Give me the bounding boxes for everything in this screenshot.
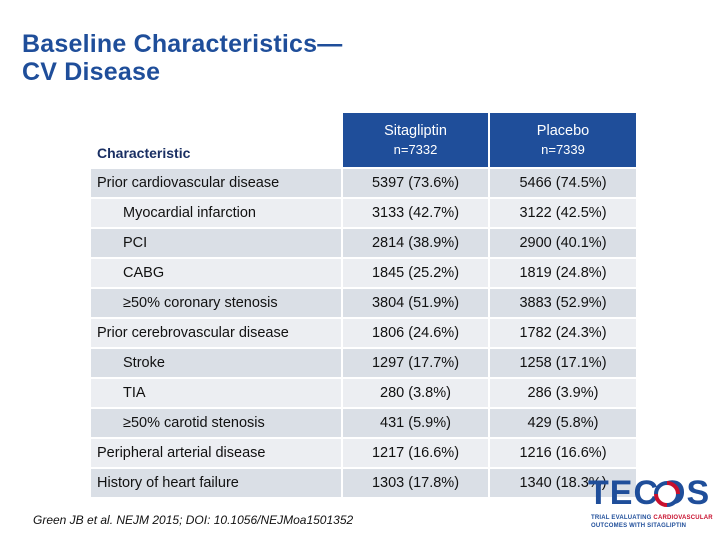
header-placebo-n: n=7339 xyxy=(541,141,585,157)
tagline-part1: TRIAL EVALUATING xyxy=(591,515,654,521)
tagline-part2: CARDIOVASCULAR xyxy=(653,515,713,521)
placebo-value: 1258 (17.1%) xyxy=(488,347,636,378)
table-row: Prior cardiovascular disease 5397 (73.6%… xyxy=(91,167,636,198)
header-sitagliptin-label: Sitagliptin xyxy=(384,122,447,139)
row-label: CABG xyxy=(91,257,342,288)
table-header-row: Characteristic Sitagliptin n=7332 Placeb… xyxy=(91,113,636,168)
slide-title-line2: CV Disease xyxy=(22,58,161,86)
sitagliptin-value: 431 (5.9%) xyxy=(341,407,489,438)
row-label: ≥50% carotid stenosis xyxy=(91,407,342,438)
sitagliptin-value: 5397 (73.6%) xyxy=(341,167,489,198)
sitagliptin-value: 1845 (25.2%) xyxy=(341,257,489,288)
row-label: Myocardial infarction xyxy=(91,197,342,228)
tecos-logo: TECOS TRIAL EVALUATING CARDIOVASCULAR OU… xyxy=(588,474,713,534)
header-sitagliptin-n: n=7332 xyxy=(393,141,438,157)
slide-title: Baseline Characteristics— CV Disease xyxy=(22,30,342,86)
table-row: CABG 1845 (25.2%) 1819 (24.8%) xyxy=(91,257,636,288)
tagline-line2: OUTCOMES WITH SITAGLIPTIN xyxy=(591,523,687,529)
logo-ring-icon xyxy=(654,481,680,507)
tecos-logo-tagline: TRIAL EVALUATING CARDIOVASCULAR OUTCOMES… xyxy=(591,514,713,530)
row-label: History of heart failure xyxy=(91,467,342,497)
placebo-value: 5466 (74.5%) xyxy=(488,167,636,198)
sitagliptin-value: 3804 (51.9%) xyxy=(341,287,489,318)
table-row: Prior cerebrovascular disease 1806 (24.6… xyxy=(91,317,636,348)
sitagliptin-value: 1297 (17.7%) xyxy=(341,347,489,378)
slide-title-line1: Baseline Characteristics— xyxy=(22,30,343,58)
placebo-value: 3883 (52.9%) xyxy=(488,287,636,318)
table-row: Stroke 1297 (17.7%) 1258 (17.1%) xyxy=(91,347,636,378)
sitagliptin-value: 280 (3.8%) xyxy=(341,377,489,408)
placebo-value: 3122 (42.5%) xyxy=(488,197,636,228)
table-row: ≥50% carotid stenosis 431 (5.9%) 429 (5.… xyxy=(91,407,636,438)
placebo-value: 1216 (16.6%) xyxy=(488,437,636,468)
tecos-logo-wordmark: TECOS xyxy=(588,474,711,512)
sitagliptin-value: 2814 (38.9%) xyxy=(341,227,489,258)
header-placebo-label: Placebo xyxy=(536,122,590,139)
sitagliptin-value: 1806 (24.6%) xyxy=(341,317,489,348)
row-label: PCI xyxy=(91,227,342,258)
row-label: Prior cerebrovascular disease xyxy=(91,317,342,348)
placebo-value: 286 (3.9%) xyxy=(488,377,636,408)
placebo-value: 1782 (24.3%) xyxy=(488,317,636,348)
sitagliptin-value: 1217 (16.6%) xyxy=(341,437,489,468)
table-row: History of heart failure 1303 (17.8%) 13… xyxy=(91,467,636,497)
sitagliptin-value: 1303 (17.8%) xyxy=(341,467,489,497)
placebo-value: 2900 (40.1%) xyxy=(488,227,636,258)
citation: Green JB et al. NEJM 2015; DOI: 10.1056/… xyxy=(33,513,354,527)
row-label: TIA xyxy=(91,377,342,408)
header-characteristic: Characteristic xyxy=(91,113,342,168)
placebo-value: 429 (5.8%) xyxy=(488,407,636,438)
baseline-characteristics-table: Characteristic Sitagliptin n=7332 Placeb… xyxy=(91,113,636,497)
header-placebo: Placebo n=7339 xyxy=(488,113,636,168)
table-row: TIA 280 (3.8%) 286 (3.9%) xyxy=(91,377,636,408)
row-label: Prior cardiovascular disease xyxy=(91,167,342,198)
table-row: Peripheral arterial disease 1217 (16.6%)… xyxy=(91,437,636,468)
placebo-value: 1819 (24.8%) xyxy=(488,257,636,288)
row-label: ≥50% coronary stenosis xyxy=(91,287,342,318)
row-label: Stroke xyxy=(91,347,342,378)
table-row: PCI 2814 (38.9%) 2900 (40.1%) xyxy=(91,227,636,258)
table-row: Myocardial infarction 3133 (42.7%) 3122 … xyxy=(91,197,636,228)
placebo-value: 1340 (18.3%) xyxy=(488,467,636,497)
row-label: Peripheral arterial disease xyxy=(91,437,342,468)
header-sitagliptin: Sitagliptin n=7332 xyxy=(341,113,489,168)
sitagliptin-value: 3133 (42.7%) xyxy=(341,197,489,228)
table-row: ≥50% coronary stenosis 3804 (51.9%) 3883… xyxy=(91,287,636,318)
